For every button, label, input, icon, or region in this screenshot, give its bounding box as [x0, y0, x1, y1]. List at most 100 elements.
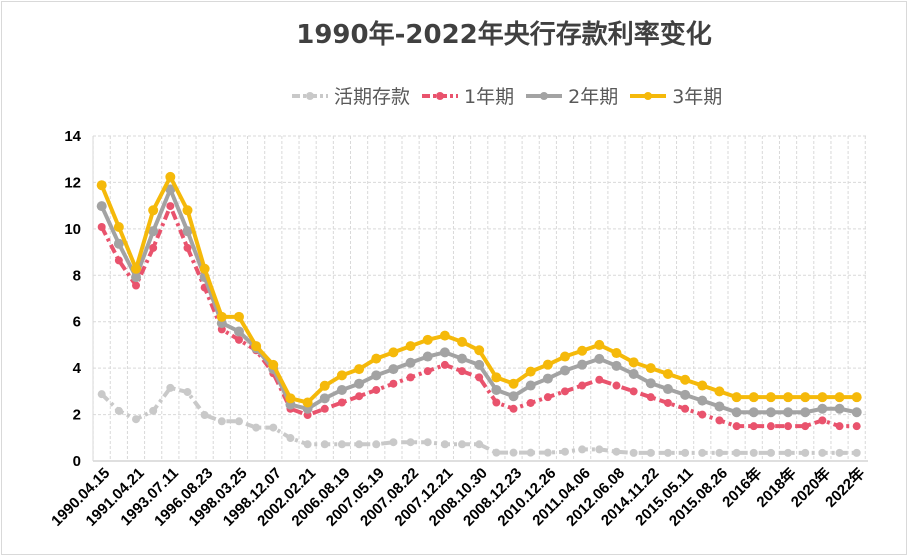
legend-label-demand: 活期存款: [334, 86, 411, 108]
data-point: [611, 360, 622, 371]
data-point: [337, 398, 346, 407]
legend-item-2y: 2年期: [524, 82, 618, 109]
y-tick-label: 8: [73, 267, 81, 284]
data-point: [645, 378, 656, 389]
data-point: [268, 359, 279, 370]
y-tick-label: 14: [64, 128, 81, 145]
y-tick-label: 2: [73, 407, 81, 424]
data-point: [422, 334, 433, 345]
data-point: [646, 393, 655, 402]
data-point: [252, 423, 261, 432]
data-point: [372, 440, 381, 449]
data-point: [440, 360, 449, 369]
data-point: [542, 359, 553, 370]
data-point: [559, 365, 570, 376]
data-point: [577, 345, 588, 356]
data-point: [611, 348, 622, 359]
data-point: [732, 422, 741, 431]
data-point: [97, 390, 106, 399]
data-point: [714, 386, 725, 397]
data-point: [457, 336, 468, 347]
legend-label-3y: 3年期: [672, 86, 723, 108]
y-tick-label: 4: [73, 360, 82, 377]
data-point: [422, 351, 433, 362]
data-point: [458, 440, 467, 449]
data-point: [663, 398, 672, 407]
data-point: [698, 410, 707, 419]
data-point: [801, 422, 810, 431]
y-tick-label: 10: [64, 221, 81, 238]
data-point: [731, 392, 742, 403]
data-point: [509, 404, 518, 413]
data-point: [251, 341, 262, 352]
data-point: [765, 407, 776, 418]
data-point: [680, 389, 691, 400]
data-point: [96, 201, 107, 212]
data-point: [559, 351, 570, 362]
data-point: [286, 434, 295, 443]
data-point: [302, 397, 313, 408]
data-point: [578, 445, 587, 454]
data-point: [166, 202, 175, 211]
data-point: [371, 353, 382, 364]
data-point: [714, 401, 725, 412]
data-point: [834, 403, 845, 414]
data-point: [697, 395, 708, 406]
data-point: [320, 440, 329, 449]
data-point: [543, 448, 552, 457]
data-point: [662, 384, 673, 395]
data-point: [423, 367, 432, 376]
legend-label-2y: 2年期: [568, 86, 619, 108]
data-point: [319, 393, 330, 404]
data-point: [817, 392, 828, 403]
data-point: [749, 448, 758, 457]
data-point: [233, 326, 244, 337]
data-point: [766, 448, 775, 457]
data-point: [645, 363, 656, 374]
data-point: [525, 366, 536, 377]
data-point: [834, 392, 845, 403]
series-line-0: [100, 385, 857, 455]
data-point: [405, 341, 416, 352]
data-point: [148, 226, 159, 237]
legend-swatch-1y: [422, 91, 459, 100]
data-point: [800, 407, 811, 418]
data-point: [97, 223, 106, 231]
data-point: [800, 392, 811, 403]
data-point: [851, 407, 862, 418]
legend-item-demand: 活期存款: [290, 82, 410, 109]
data-point: [269, 423, 278, 432]
data-point: [680, 374, 691, 385]
data-point: [388, 347, 399, 358]
data-point: [354, 364, 365, 375]
data-point: [355, 440, 364, 449]
data-point: [233, 311, 244, 322]
data-point: [132, 415, 141, 424]
data-point: [578, 381, 587, 390]
data-point: [749, 422, 758, 431]
data-point: [149, 243, 158, 252]
legend-item-1y: 1年期: [420, 82, 514, 109]
x-tick-label: 2022年: [821, 464, 868, 511]
data-point: [474, 359, 485, 370]
data-point: [319, 380, 330, 391]
data-point: [629, 387, 638, 396]
data-point: [852, 448, 861, 457]
data-point: [113, 222, 124, 232]
data-point: [165, 171, 176, 182]
data-point: [388, 364, 399, 375]
data-point: [216, 311, 227, 322]
data-point: [577, 359, 588, 370]
data-point: [182, 205, 193, 216]
data-point: [783, 407, 794, 418]
data-point: [234, 417, 243, 426]
data-point: [817, 403, 828, 414]
data-point: [234, 335, 243, 344]
data-point: [766, 422, 775, 431]
data-point: [423, 438, 432, 447]
data-point: [165, 184, 176, 195]
data-point: [731, 407, 742, 418]
legend-swatch-demand: [292, 91, 328, 100]
data-point: [475, 440, 484, 449]
